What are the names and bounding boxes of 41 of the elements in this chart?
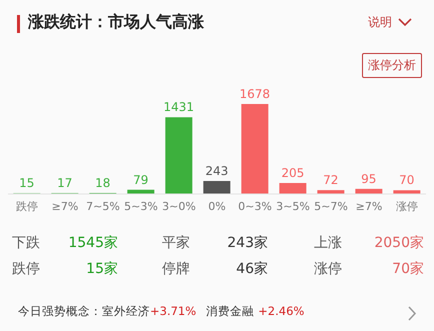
text: 46家 [236,260,268,278]
text: 停牌 [162,260,190,278]
chart-title: 涨跌统计：市场人气高涨 [28,12,204,33]
text: 涨停分析 [362,53,422,78]
text: +3.71% [150,304,196,318]
x-tick-label: 0~3% [238,200,272,213]
data-label: 72 [323,173,338,188]
text: 平家 [162,234,190,252]
data-label: 70 [399,173,414,188]
x-tick-label: 跌停 [16,200,38,213]
x-tick-label: 0% [208,200,226,213]
x-tick-label: 5~7% [314,200,348,213]
data-label: 79 [133,172,148,187]
data-label: 18 [95,176,110,190]
text: 70家 [392,260,424,278]
x-tick-label: 涨停 [396,200,418,213]
text: 2050家 [374,234,424,252]
text: 跌停 [12,260,40,278]
x-tick-label: ≥7% [356,200,382,213]
data-label: 205 [281,166,304,180]
text: 今日强势概念：室外经济 [18,304,150,318]
x-tick-label: 3~0% [162,200,196,213]
text: +2.46% [258,304,304,318]
data-label: 1431 [164,100,194,114]
text: 下跌 [12,234,40,252]
text: 消费金融 [206,304,254,318]
x-tick-label: 3~5% [276,200,310,213]
text: 上涨 [314,234,342,252]
data-label: 1678 [240,87,270,101]
data-label: 15 [19,176,34,190]
x-tick-label: 7~5% [86,200,120,213]
text: 涨停 [314,260,342,278]
data-label: 95 [361,172,376,186]
text: 243家 [227,234,268,252]
data-label: 17 [57,176,72,190]
x-tick-label: ≥7% [52,200,78,213]
text: 15家 [86,260,118,278]
text: 1545家 [68,234,118,252]
text: 说明 [368,14,392,31]
x-tick-label: 5~3% [124,200,158,213]
data-label: 243 [205,164,228,178]
